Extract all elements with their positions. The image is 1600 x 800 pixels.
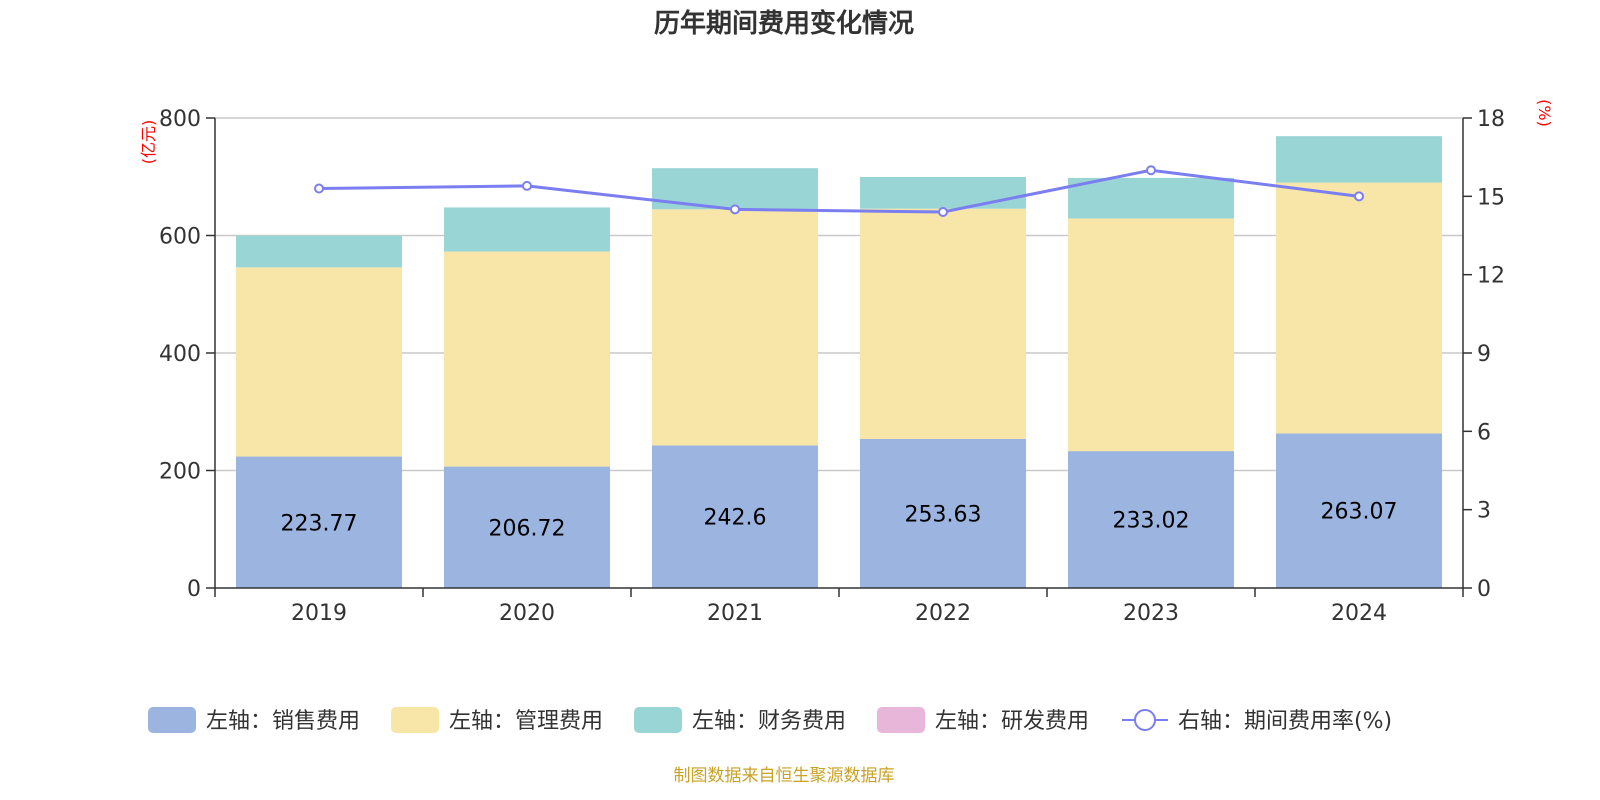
left-tick-label: 800 (159, 107, 201, 132)
right-tick-label: 6 (1477, 420, 1491, 445)
grid-lines (215, 117, 1463, 472)
legend-label: 右轴：期间费用率(%) (1178, 709, 1392, 734)
legend-swatch (634, 707, 682, 733)
bar-segment (860, 438, 1026, 588)
legend: 左轴：销售费用 左轴：管理费用 左轴：财务费用 左轴：研发费用 右轴：期间费用率(%) (148, 707, 1392, 734)
left-axis-unit: (亿元) (139, 120, 158, 165)
axes: 0 200 400 600 800 0 3 6 9 12 15 18 2019 2020 2021 2022 2… (159, 107, 1505, 626)
rate-point (730, 204, 740, 215)
chart-title: 历年期间费用变化情况 (654, 8, 914, 39)
bar-segment (444, 207, 610, 252)
rate-line (318, 168, 1360, 214)
legend-swatch (148, 707, 196, 733)
bar-segment (1276, 433, 1442, 588)
legend-label: 左轴：研发费用 (935, 709, 1089, 734)
right-axis-unit: (%) (1535, 99, 1554, 127)
left-tick-label: 400 (159, 342, 201, 367)
bar-segment (236, 267, 402, 457)
x-tick-label: 2023 (1123, 601, 1179, 626)
line-series (314, 165, 1364, 217)
right-tick-label: 18 (1477, 107, 1505, 132)
right-tick-label: 12 (1477, 264, 1505, 289)
bar-segment (1276, 136, 1442, 183)
legend-label: 左轴：管理费用 (449, 709, 603, 734)
data-label: 223.77 (281, 511, 358, 536)
data-label: 263.07 (1321, 500, 1398, 525)
bar-segment (652, 445, 818, 588)
bar-segment (1068, 218, 1234, 452)
bars (236, 136, 1442, 588)
rate-point (522, 180, 532, 191)
x-tick-label: 2024 (1331, 601, 1387, 626)
legend-label: 左轴：销售费用 (206, 709, 360, 734)
right-tick-label: 9 (1477, 342, 1491, 367)
left-tick-label: 0 (187, 577, 201, 602)
x-tick-label: 2022 (915, 601, 971, 626)
right-tick-label: 3 (1477, 499, 1491, 524)
left-tick-label: 200 (159, 460, 201, 485)
rate-point (1146, 165, 1156, 176)
legend-label: 左轴：财务费用 (692, 709, 846, 734)
source-note: 制图数据来自恒生聚源数据库 (674, 766, 895, 786)
legend-swatch (877, 707, 925, 733)
rate-point (938, 207, 948, 217)
data-label: 233.02 (1113, 509, 1190, 534)
legend-swatch (391, 707, 439, 733)
bar-segment (236, 235, 402, 268)
right-tick-label: 0 (1477, 577, 1491, 602)
x-tick-label: 2019 (291, 601, 347, 626)
data-label: 206.72 (489, 516, 566, 541)
bar-segment (860, 208, 1026, 439)
bar-segment (236, 456, 402, 588)
bar-segment (444, 251, 610, 467)
bar-segment (652, 209, 818, 446)
bar-segment (860, 176, 1026, 209)
legend-swatch-marker (1134, 709, 1156, 731)
right-tick-label: 15 (1477, 185, 1505, 210)
bar-segment (1068, 177, 1234, 219)
data-label: 253.63 (905, 502, 982, 527)
x-tick-label: 2021 (707, 601, 763, 626)
x-tick-label: 2020 (499, 601, 555, 626)
bar-segment (1068, 451, 1234, 588)
rate-point (314, 183, 324, 194)
rate-point (1354, 191, 1364, 202)
left-tick-label: 600 (159, 225, 201, 250)
data-labels: 223.77 206.72 242.6 253.63 233.02 263.07 (281, 500, 1398, 542)
data-label: 242.6 (704, 506, 767, 531)
bar-segment (1276, 182, 1442, 434)
bar-segment (444, 466, 610, 588)
